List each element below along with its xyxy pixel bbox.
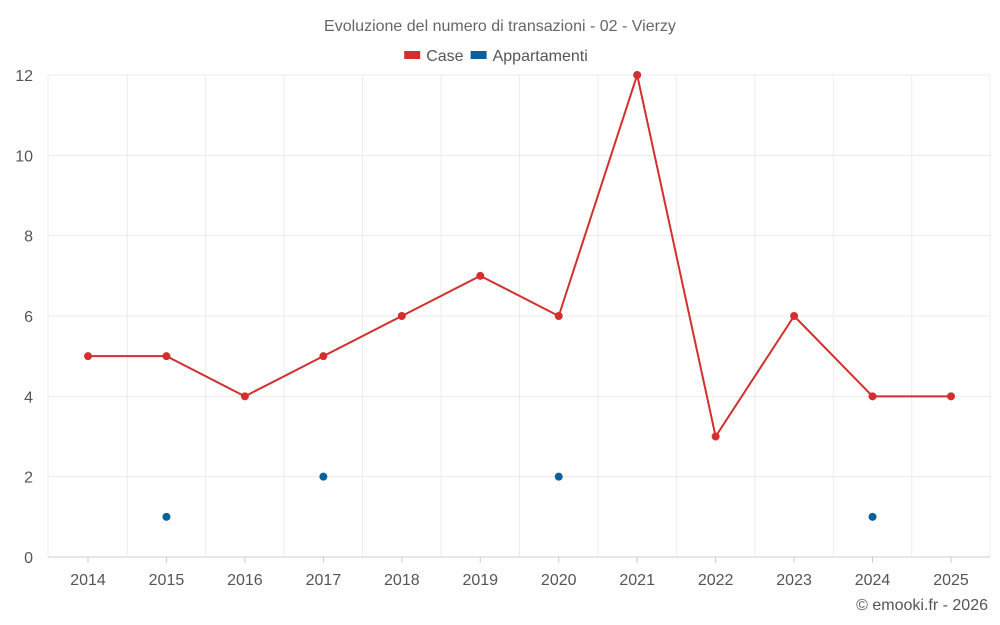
x-tick-label: 2023	[776, 572, 812, 589]
x-tick-label: 2021	[619, 572, 655, 589]
data-point[interactable]	[319, 352, 328, 361]
series-layer	[84, 71, 955, 521]
series-case	[84, 71, 955, 441]
x-tick-label: 2020	[541, 572, 577, 589]
legend-label: Case	[426, 48, 463, 65]
data-point[interactable]	[476, 271, 485, 280]
data-point[interactable]	[868, 392, 877, 401]
y-tick-label: 0	[24, 550, 33, 567]
y-tick-label: 10	[15, 148, 33, 165]
x-tick-label: 2022	[698, 572, 734, 589]
x-tick-label: 2017	[306, 572, 342, 589]
chart-title: Evoluzione del numero di transazioni - 0…	[324, 18, 676, 35]
data-point[interactable]	[554, 312, 563, 320]
legend-swatch	[404, 51, 421, 59]
series-line	[88, 74, 951, 438]
data-point[interactable]	[240, 392, 249, 401]
x-tick-label: 2016	[227, 572, 263, 589]
x-tick-label: 2019	[462, 572, 498, 589]
credit-text: © emooki.fr - 2026	[856, 597, 988, 614]
grid	[47, 74, 991, 558]
y-tick-label: 6	[24, 309, 33, 326]
data-point[interactable]	[554, 472, 563, 481]
x-tick-label: 2015	[149, 572, 185, 589]
x-tick-label: 2014	[70, 572, 106, 589]
x-tick-label: 2018	[384, 572, 420, 589]
legend: Case Appartamenti	[404, 48, 588, 65]
data-point[interactable]	[868, 512, 877, 521]
y-axis: 0 2 4 6 8 10 12	[15, 68, 33, 567]
data-point[interactable]	[162, 512, 171, 521]
legend-item[interactable]: Appartamenti	[470, 48, 588, 65]
x-tick-label: 2024	[855, 572, 891, 589]
y-tick-label: 4	[24, 389, 33, 406]
legend-item[interactable]: Case	[404, 48, 464, 65]
data-point[interactable]	[711, 432, 720, 441]
data-point[interactable]	[397, 312, 406, 320]
x-tick-label: 2025	[933, 572, 969, 589]
data-point[interactable]	[319, 472, 328, 481]
data-point[interactable]	[162, 352, 171, 361]
series-appartamenti	[162, 472, 877, 521]
x-axis: 2014 2015 2016 2017 2018 2019 2020 2021 2022 2023…	[70, 557, 969, 589]
legend-swatch	[470, 51, 487, 59]
y-tick-label: 12	[15, 68, 33, 85]
y-tick-label: 8	[24, 229, 33, 246]
y-tick-label: 2	[24, 470, 33, 487]
data-point[interactable]	[947, 392, 955, 401]
legend-label: Appartamenti	[493, 48, 588, 65]
data-point[interactable]	[633, 71, 642, 79]
data-point[interactable]	[84, 352, 92, 361]
data-point[interactable]	[790, 312, 799, 320]
